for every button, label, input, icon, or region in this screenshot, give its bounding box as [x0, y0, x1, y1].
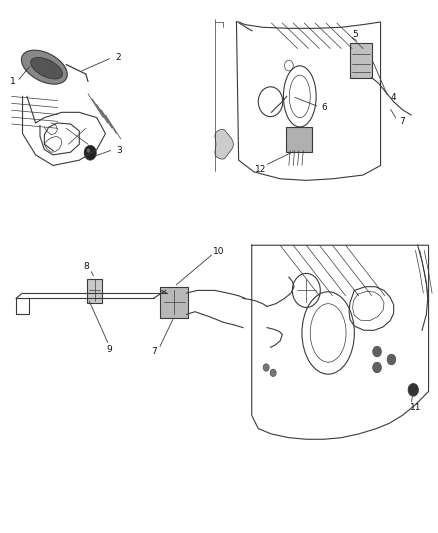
Circle shape — [373, 346, 381, 357]
Polygon shape — [215, 130, 233, 159]
Circle shape — [87, 149, 90, 153]
Text: 6: 6 — [322, 102, 328, 111]
FancyBboxPatch shape — [160, 287, 187, 318]
Text: 8: 8 — [83, 262, 89, 271]
FancyBboxPatch shape — [286, 127, 311, 152]
Text: 11: 11 — [410, 403, 421, 413]
Text: 4: 4 — [391, 93, 396, 102]
Text: 7: 7 — [152, 347, 157, 356]
FancyBboxPatch shape — [87, 279, 102, 303]
Circle shape — [263, 364, 269, 371]
Circle shape — [408, 383, 419, 396]
Ellipse shape — [31, 58, 63, 79]
Text: 1: 1 — [10, 77, 16, 86]
Text: 3: 3 — [117, 146, 122, 155]
Ellipse shape — [21, 50, 67, 84]
Text: 9: 9 — [106, 345, 112, 354]
Circle shape — [270, 369, 276, 376]
Circle shape — [373, 362, 381, 373]
Text: 7: 7 — [399, 117, 405, 126]
Text: 12: 12 — [255, 165, 266, 174]
Text: 2: 2 — [115, 53, 120, 62]
Text: 10: 10 — [213, 247, 225, 256]
Circle shape — [84, 146, 96, 160]
Text: 5: 5 — [352, 30, 358, 39]
FancyBboxPatch shape — [350, 43, 372, 78]
Circle shape — [387, 354, 396, 365]
